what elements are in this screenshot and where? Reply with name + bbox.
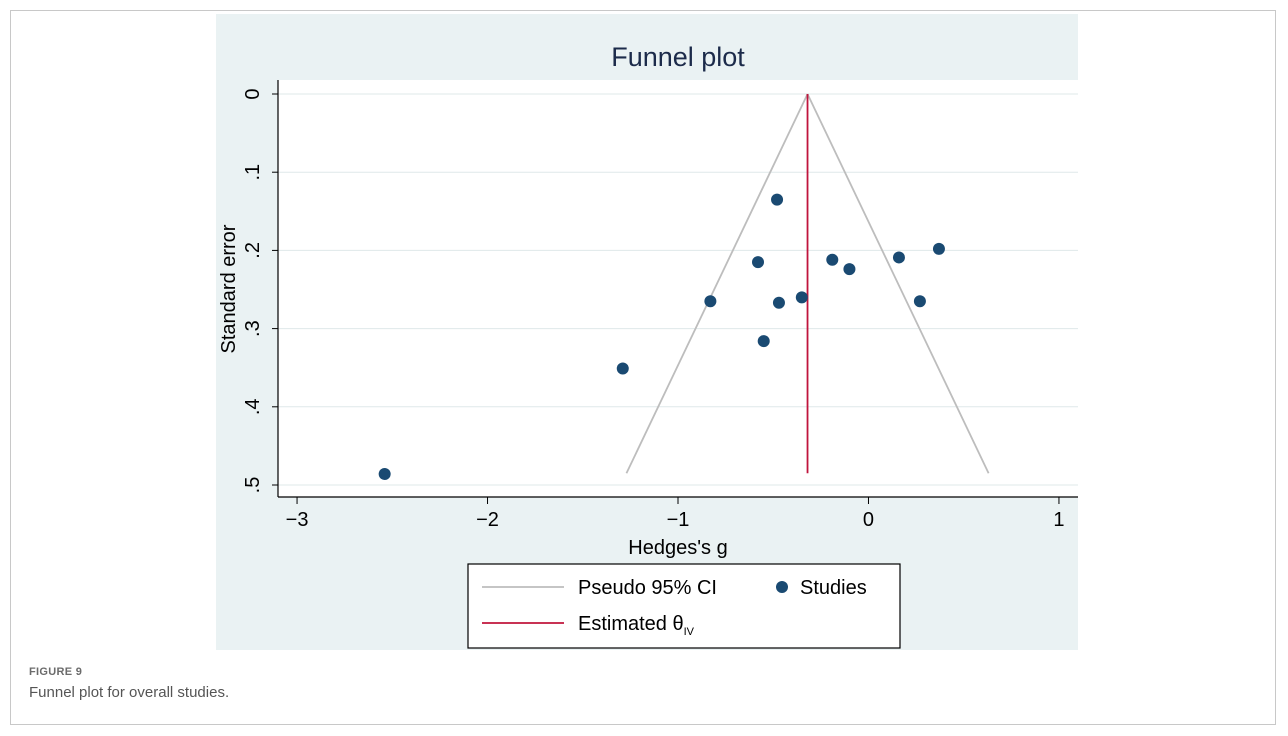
legend-studies-swatch [776, 581, 788, 593]
y-axis-label: Standard error [218, 224, 240, 353]
y-tick-label-5: .5 [242, 477, 264, 494]
study-point-10 [757, 335, 770, 348]
x-tick-label-1: −2 [476, 509, 499, 531]
figure-caption: Funnel plot for overall studies. [29, 684, 230, 701]
y-tick-label-2: .2 [242, 242, 264, 259]
study-point-2 [826, 253, 839, 266]
funnel-plot-chart: Funnel plot 0 .1 .2 .3 .4 .5 −3 −2 −1 0 1 Hedges's g… [216, 14, 1078, 649]
figure-label: FIGURE 9 [29, 666, 83, 678]
chart-area: Funnel plot 0 .1 .2 .3 .4 .5 −3 −2 −1 0 1 Hedges's g… [216, 14, 1078, 650]
study-point-11 [616, 362, 629, 375]
legend-ci-label: Pseudo 95% CI [578, 577, 717, 599]
y-tick-label-0: 0 [242, 88, 264, 99]
legend-estimate-label: Estimated θIV [578, 613, 695, 638]
study-point-6 [704, 295, 717, 308]
x-tick-label-3: 0 [863, 509, 874, 531]
plot-area [278, 80, 1078, 497]
study-point-4 [892, 251, 905, 264]
ci-line-right [806, 93, 990, 474]
x-tick-label-0: −3 [286, 509, 309, 531]
x-tick-label-4: 1 [1053, 509, 1064, 531]
ci-line-left [625, 93, 809, 474]
y-tick-label-4: .4 [242, 398, 264, 415]
study-point-1 [752, 256, 764, 269]
legend-box [467, 563, 901, 649]
study-point-12 [378, 468, 391, 481]
x-tick-label-2: −1 [667, 509, 690, 531]
y-tick-label-1: .1 [242, 164, 264, 181]
study-point-0 [771, 193, 784, 206]
legend-studies-label: Studies [800, 577, 867, 599]
study-point-3 [843, 263, 856, 276]
x-axis-label: Hedges's g [628, 537, 727, 559]
legend-estimate-subscript: IV [684, 626, 695, 638]
study-point-9 [913, 295, 926, 308]
y-tick-label-3: .3 [242, 320, 264, 337]
study-point-5 [932, 242, 945, 255]
study-point-8 [795, 291, 808, 304]
title-band [216, 14, 1078, 80]
study-point-7 [772, 296, 785, 309]
legend-estimate-text: Estimated θ [578, 613, 684, 635]
chart-title: Funnel plot [611, 42, 745, 72]
